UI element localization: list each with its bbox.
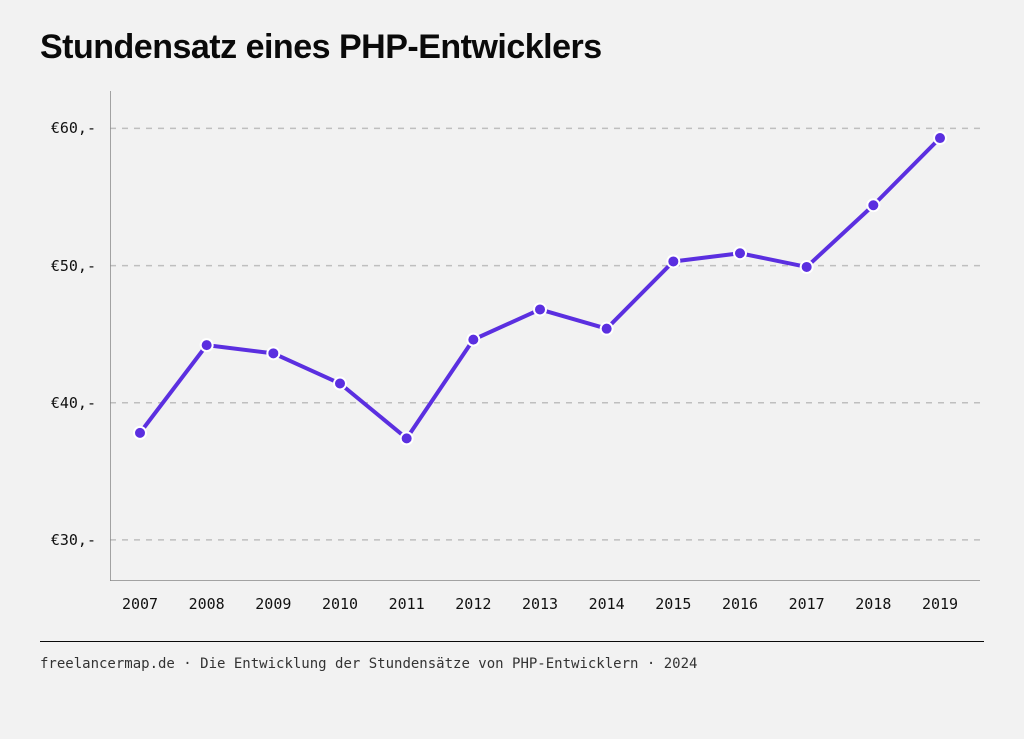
x-axis-tick-label: 2007 (122, 581, 158, 613)
x-axis-tick-label: 2016 (722, 581, 758, 613)
footer-sep: · (638, 656, 663, 672)
x-axis-tick-label: 2017 (789, 581, 825, 613)
footer-source: freelancermap.de (40, 656, 175, 672)
x-axis-tick-label: 2014 (589, 581, 625, 613)
x-axis-tick-label: 2011 (389, 581, 425, 613)
x-axis-tick-label: 2010 (322, 581, 358, 613)
x-axis-tick-label: 2018 (855, 581, 891, 613)
chart-footer: freelancermap.de · Die Entwicklung der S… (40, 656, 984, 672)
chart-title: Stundensatz eines PHP-Entwicklers (40, 28, 984, 67)
x-axis-tick-label: 2009 (255, 581, 291, 613)
y-axis-tick-label: €60,- (51, 119, 110, 137)
footer-year: 2024 (664, 656, 698, 672)
x-axis-tick-label: 2015 (655, 581, 691, 613)
x-axis-tick-label: 2013 (522, 581, 558, 613)
y-axis-tick-label: €30,- (51, 531, 110, 549)
line-chart-svg (110, 91, 980, 581)
y-axis-tick-label: €40,- (51, 394, 110, 412)
x-axis-tick-label: 2008 (189, 581, 225, 613)
footer-sep: · (175, 656, 200, 672)
x-axis-tick-label: 2012 (455, 581, 491, 613)
footer-description: Die Entwicklung der Stundensätze von PHP… (200, 656, 638, 672)
y-axis-tick-label: €50,- (51, 257, 110, 275)
footer-rule (40, 641, 984, 642)
x-axis-tick-label: 2019 (922, 581, 958, 613)
chart-area: €30,-€40,-€50,-€60,-20072008200920102011… (110, 91, 980, 581)
